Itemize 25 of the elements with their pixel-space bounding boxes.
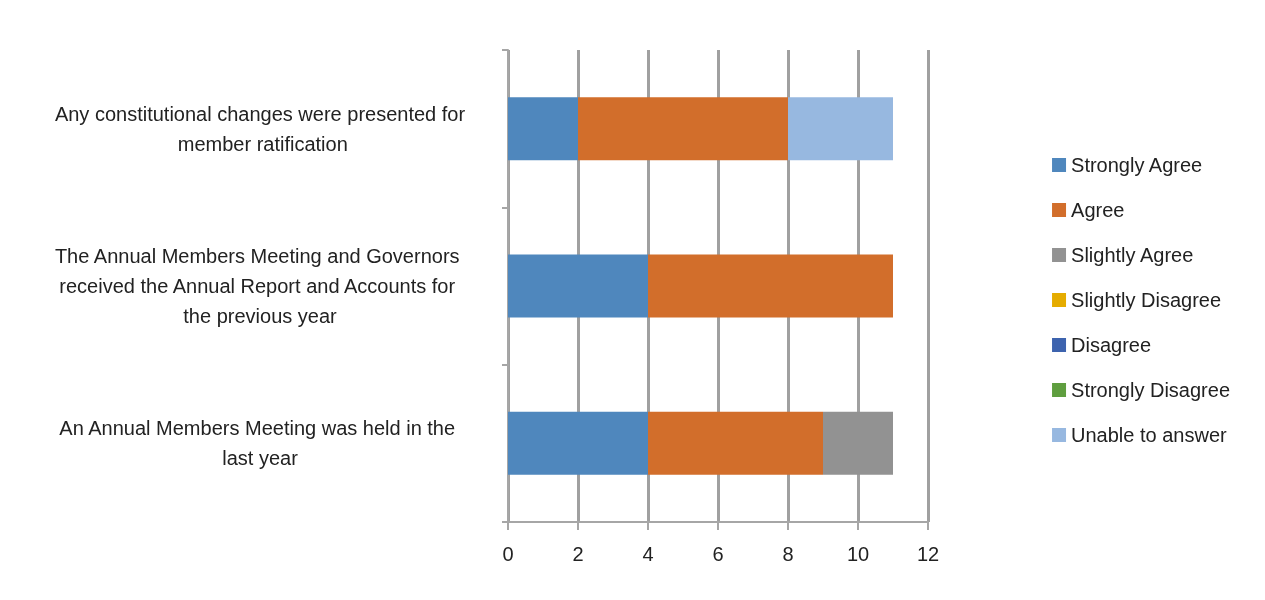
bar	[508, 254, 648, 318]
legend-label: Slightly Agree	[1071, 244, 1194, 266]
bar	[508, 97, 578, 161]
x-tick-label: 8	[782, 543, 794, 565]
x-tick-label: 4	[642, 543, 654, 565]
x-tick-label: 6	[712, 543, 724, 565]
legend-label: Unable to answer	[1071, 424, 1228, 446]
x-tick-label: 10	[846, 543, 870, 565]
bar	[648, 411, 823, 475]
y-tick-label: An Annual Members Meeting was held in the last year	[59, 417, 461, 470]
y-tick-label: The Annual Members Meeting and Governors received the Annual Report and Accounts for the previous year	[54, 245, 466, 327]
bar	[508, 411, 648, 475]
legend-label: Strongly Disagree	[1071, 379, 1230, 401]
legend-label: Slightly Disagree	[1071, 289, 1222, 311]
legend-label: Agree	[1071, 199, 1125, 221]
legend-label: Disagree	[1071, 334, 1152, 356]
x-tick-label: 2	[572, 543, 584, 565]
bar	[648, 254, 893, 318]
bar	[578, 97, 788, 161]
legend-label: Strongly Agree	[1071, 154, 1203, 176]
x-tick-label: 12	[916, 543, 940, 565]
bar	[788, 97, 893, 161]
bar	[823, 411, 893, 475]
y-tick-label: Any constitutional changes were presented for member ratification	[54, 102, 466, 155]
x-tick-label: 0	[502, 543, 514, 565]
